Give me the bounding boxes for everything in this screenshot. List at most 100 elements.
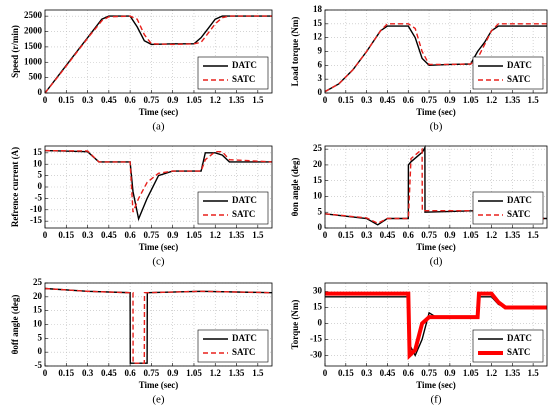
x-tick-label: 0.9 [444,368,456,378]
legend-label: SATC [507,74,530,84]
y-tick-label: 30 [313,286,323,296]
x-tick-label: 0.15 [338,95,354,105]
y-tick-label: 0 [38,87,43,97]
series-line [44,287,273,364]
series-line [44,149,273,213]
x-tick-label: 0.45 [101,95,117,105]
x-tick-label: 1.05 [186,368,202,378]
caption: (a) [152,121,165,133]
y-tick-label: 0 [318,222,323,232]
x-tick-label: 0.6 [125,368,137,378]
caption: (b) [430,121,443,133]
x-tick-label: 1.5 [252,230,264,240]
y-tick-label: 5 [38,332,43,342]
plot-frame [324,282,548,367]
x-tick-label: 1.2 [486,95,498,105]
y-tick-label: 25 [313,143,323,153]
x-axis-label: Time (sec) [416,242,456,252]
x-tick-label: 1.35 [229,95,245,105]
x-tick-label: 0.3 [361,368,373,378]
y-tick-label: -30 [310,349,322,359]
x-tick-label: 0.15 [338,368,354,378]
caption: (c) [152,256,165,268]
x-tick-label: 1.05 [186,95,202,105]
legend-label: SATC [507,347,530,357]
x-tick-label: 1.2 [210,230,222,240]
x-tick-label: 1.5 [252,368,264,378]
plot-frame [324,9,548,94]
x-tick-label: 0.3 [361,95,373,105]
legend-box [197,191,269,225]
y-tick-label: 12 [313,32,323,42]
legend-label: SATC [507,209,530,219]
x-tick-label: 0.9 [167,95,179,105]
series-line [324,147,547,225]
x-tick-label: 0.9 [444,230,456,240]
x-tick-label: 1.5 [528,368,540,378]
legend-label: DATC [507,333,532,343]
x-tick-label: 1.05 [463,368,479,378]
x-tick-label: 0.45 [101,368,117,378]
legend-label: SATC [232,347,255,357]
x-tick-label: 0.75 [144,95,160,105]
x-tick-label: 1.35 [229,368,245,378]
x-tick-label: 0 [43,368,48,378]
y-axis-label: Torque (Nm) [290,300,300,350]
x-tick-label: 0.45 [380,95,396,105]
x-tick-label: 0 [323,230,328,240]
x-tick-label: 0 [43,230,48,240]
x-axis-label: Time (sec) [416,107,456,117]
legend-box [472,191,544,225]
plot-frame [44,282,273,367]
x-tick-label: 1.2 [210,368,222,378]
y-tick-label: 0 [318,87,323,97]
x-tick-label: 1.05 [463,230,479,240]
legend-box [197,329,269,363]
y-tick-label: 10 [33,319,43,329]
x-tick-label: 0 [323,368,328,378]
x-tick-label: 0 [323,95,328,105]
caption: (e) [152,394,165,406]
y-tick-label: -5 [35,360,43,370]
y-tick-label: 9 [318,46,323,56]
y-tick-label: 0 [38,346,43,356]
y-tick-label: 15 [33,147,43,157]
x-tick-label: 1.35 [504,95,520,105]
y-tick-label: 5 [38,170,43,180]
x-tick-label: 0.6 [403,230,415,240]
caption: (f) [431,394,442,406]
legend-label: SATC [232,74,255,84]
y-tick-label: 25 [33,277,43,287]
x-tick-label: 0.6 [125,230,137,240]
y-tick-label: 3 [318,73,323,83]
legend-box [472,56,544,90]
x-tick-label: 0.45 [101,230,117,240]
x-axis-label: Time (sec) [139,380,179,390]
y-tick-label: 18 [313,4,323,14]
legend-label: DATC [507,195,532,205]
x-tick-label: 1.2 [210,95,222,105]
x-tick-label: 0.6 [403,368,415,378]
x-tick-label: 1.2 [486,368,498,378]
x-tick-label: 0.9 [444,95,456,105]
y-tick-label: -15 [30,215,42,225]
y-tick-label: 5 [318,206,323,216]
y-tick-label: 15 [313,175,323,185]
series-line [324,23,547,93]
x-tick-label: 1.05 [186,230,202,240]
y-axis-label: Refrence current (A) [10,147,20,227]
y-tick-label: -10 [30,204,42,214]
legend-label: SATC [232,209,255,219]
y-tick-label: 0 [318,317,323,327]
y-tick-label: 0 [38,181,43,191]
y-axis-label: θon angle (deg) [290,158,300,217]
x-tick-label: 0.75 [421,230,437,240]
legend-label: DATC [232,60,257,70]
series-line [44,15,272,94]
plot-frame [324,145,548,229]
y-axis-label: Speed (r/min) [10,25,20,78]
y-tick-label: 10 [313,191,323,201]
x-tick-label: 1.35 [504,368,520,378]
y-tick-label: 15 [313,18,323,28]
x-tick-label: 1.5 [528,230,540,240]
